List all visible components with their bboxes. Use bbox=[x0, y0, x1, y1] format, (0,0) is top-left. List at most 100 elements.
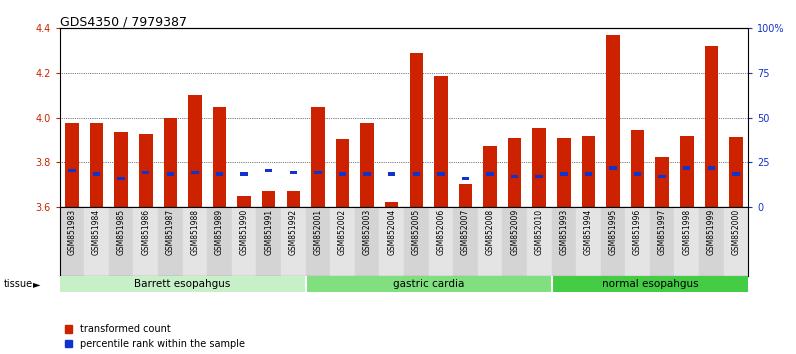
Bar bbox=[453, 207, 478, 276]
Text: GSM851983: GSM851983 bbox=[68, 209, 76, 255]
Bar bbox=[191, 171, 199, 174]
Bar bbox=[336, 139, 349, 207]
Bar bbox=[458, 184, 472, 207]
Bar bbox=[533, 128, 546, 207]
Bar bbox=[109, 207, 134, 276]
Text: GSM851997: GSM851997 bbox=[657, 209, 667, 255]
Text: GSM851998: GSM851998 bbox=[682, 209, 691, 255]
Bar bbox=[311, 107, 325, 207]
Bar bbox=[511, 175, 518, 178]
Text: GSM852001: GSM852001 bbox=[314, 209, 322, 255]
Bar bbox=[576, 207, 601, 276]
Bar bbox=[287, 192, 300, 207]
Bar bbox=[158, 207, 182, 276]
Bar bbox=[674, 207, 699, 276]
Bar bbox=[626, 207, 650, 276]
FancyBboxPatch shape bbox=[60, 276, 306, 292]
Bar bbox=[139, 135, 153, 207]
Bar bbox=[508, 138, 521, 207]
Bar bbox=[166, 172, 174, 176]
Bar bbox=[585, 172, 592, 176]
Text: gastric cardia: gastric cardia bbox=[393, 279, 464, 289]
Bar bbox=[437, 172, 445, 176]
Text: GSM852003: GSM852003 bbox=[363, 209, 372, 255]
Bar bbox=[256, 207, 281, 276]
Bar bbox=[462, 177, 469, 180]
Text: GSM852006: GSM852006 bbox=[436, 209, 445, 255]
Text: GSM851990: GSM851990 bbox=[240, 209, 248, 255]
Text: GSM851995: GSM851995 bbox=[608, 209, 618, 255]
Bar bbox=[281, 207, 306, 276]
Bar bbox=[557, 138, 571, 207]
Bar bbox=[330, 207, 355, 276]
Bar bbox=[355, 207, 380, 276]
Bar bbox=[265, 169, 272, 172]
Bar bbox=[68, 169, 76, 172]
Bar bbox=[262, 192, 275, 207]
Bar bbox=[188, 95, 201, 207]
Bar bbox=[527, 207, 552, 276]
Bar bbox=[536, 175, 543, 178]
Bar bbox=[142, 171, 150, 174]
Bar bbox=[164, 118, 178, 207]
Text: GSM852002: GSM852002 bbox=[338, 209, 347, 255]
Bar bbox=[339, 172, 346, 176]
Text: GSM851989: GSM851989 bbox=[215, 209, 224, 255]
Bar bbox=[118, 177, 125, 180]
Text: GSM851985: GSM851985 bbox=[117, 209, 126, 255]
Bar bbox=[388, 172, 396, 176]
Bar bbox=[134, 207, 158, 276]
Bar bbox=[306, 207, 330, 276]
Bar bbox=[115, 132, 128, 207]
Bar bbox=[582, 136, 595, 207]
Bar bbox=[486, 172, 494, 176]
Bar bbox=[207, 207, 232, 276]
Text: GSM851987: GSM851987 bbox=[166, 209, 175, 255]
Bar bbox=[708, 166, 715, 170]
Bar bbox=[704, 46, 718, 207]
Bar bbox=[409, 53, 423, 207]
Text: GSM851993: GSM851993 bbox=[560, 209, 568, 255]
Bar bbox=[683, 166, 690, 170]
Bar bbox=[434, 76, 447, 207]
Bar bbox=[650, 207, 674, 276]
FancyBboxPatch shape bbox=[552, 276, 748, 292]
Bar bbox=[607, 35, 620, 207]
Bar bbox=[601, 207, 626, 276]
Text: GSM851992: GSM851992 bbox=[289, 209, 298, 255]
Bar bbox=[290, 171, 297, 174]
Bar bbox=[363, 172, 371, 176]
Bar bbox=[380, 207, 404, 276]
Bar bbox=[732, 172, 739, 176]
Text: GSM851996: GSM851996 bbox=[633, 209, 642, 255]
Bar bbox=[404, 207, 428, 276]
Bar bbox=[240, 172, 248, 176]
Text: GSM852007: GSM852007 bbox=[461, 209, 470, 255]
FancyBboxPatch shape bbox=[306, 276, 552, 292]
Legend: transformed count, percentile rank within the sample: transformed count, percentile rank withi… bbox=[64, 324, 245, 349]
Text: GSM852004: GSM852004 bbox=[387, 209, 396, 255]
Text: GSM852010: GSM852010 bbox=[535, 209, 544, 255]
Bar bbox=[65, 123, 79, 207]
Bar bbox=[216, 172, 223, 176]
Bar bbox=[213, 107, 226, 207]
Bar bbox=[724, 207, 748, 276]
Bar bbox=[237, 196, 251, 207]
Text: GSM852000: GSM852000 bbox=[732, 209, 740, 255]
Text: GSM851994: GSM851994 bbox=[584, 209, 593, 255]
Bar bbox=[84, 207, 109, 276]
Text: GDS4350 / 7979387: GDS4350 / 7979387 bbox=[60, 16, 187, 29]
Text: GSM851984: GSM851984 bbox=[92, 209, 101, 255]
Bar bbox=[60, 207, 84, 276]
Text: GSM851988: GSM851988 bbox=[190, 209, 200, 255]
Bar bbox=[361, 123, 374, 207]
Bar bbox=[483, 145, 497, 207]
Bar bbox=[552, 207, 576, 276]
Bar bbox=[502, 207, 527, 276]
Bar bbox=[630, 130, 644, 207]
Bar bbox=[314, 171, 322, 174]
Bar bbox=[655, 157, 669, 207]
Bar bbox=[182, 207, 207, 276]
Bar bbox=[699, 207, 724, 276]
Text: normal esopahgus: normal esopahgus bbox=[602, 279, 698, 289]
